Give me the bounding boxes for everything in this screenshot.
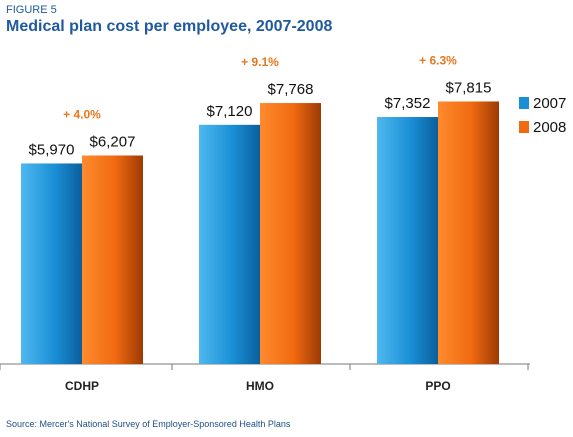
bar-2008-hmo — [260, 103, 321, 364]
x-tick-label: CDHP — [65, 379, 99, 393]
bar-2007-ppo — [377, 117, 438, 364]
legend-label: 2008 — [533, 119, 566, 136]
bar-2007-hmo — [199, 124, 260, 364]
legend-label: 2007 — [533, 95, 566, 112]
bar-2008-ppo — [438, 101, 499, 365]
percent-change-annotation: + 9.1% — [241, 55, 279, 69]
source-note: Source: Mercer's National Survey of Empl… — [6, 419, 291, 429]
legend-swatch-2008 — [519, 121, 529, 133]
chart-title: Medical plan cost per employee, 2007-200… — [6, 18, 333, 35]
x-tick-label: HMO — [246, 379, 274, 393]
data-label: $6,207 — [90, 133, 136, 150]
bar-2008-cdhp — [82, 155, 143, 364]
data-label: $7,120 — [207, 103, 253, 120]
data-label: $7,352 — [385, 95, 431, 112]
percent-change-annotation: + 4.0% — [63, 107, 101, 121]
data-label: $7,815 — [446, 79, 492, 96]
legend-swatch-2007 — [519, 97, 529, 109]
figure-label: FIGURE 5 — [6, 4, 57, 16]
data-label: $5,970 — [29, 141, 75, 158]
data-label: $7,768 — [268, 81, 314, 98]
percent-change-annotation: + 6.3% — [419, 53, 457, 67]
bar-2007-cdhp — [21, 163, 82, 364]
x-tick-label: PPO — [425, 379, 450, 393]
